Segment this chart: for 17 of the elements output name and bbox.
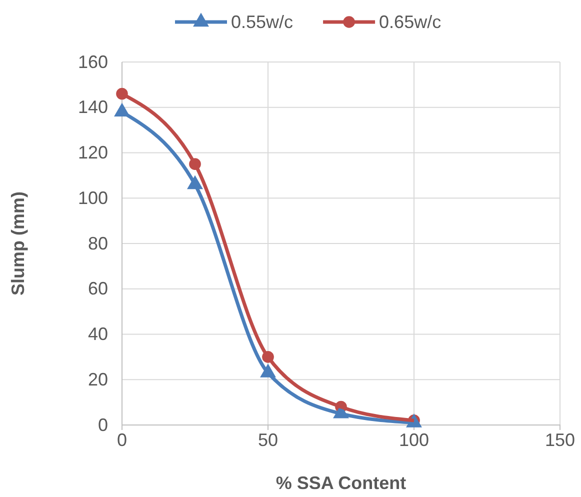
y-tick-label: 80 (88, 233, 108, 254)
x-tick-label: 100 (398, 430, 430, 450)
y-tick-label: 40 (88, 324, 108, 344)
y-tick-label: 60 (88, 278, 108, 299)
y-tick-label: 0 (98, 414, 108, 435)
legend-label: 0.65w/c (379, 12, 442, 32)
x-tick-label: 0 (116, 430, 128, 450)
legend-label: 0.55w/c (231, 12, 294, 32)
y-tick-label: 100 (78, 188, 108, 208)
x-tick-label: 150 (544, 430, 576, 450)
x-tick-label: 50 (258, 430, 278, 450)
y-tick-label: 140 (78, 97, 108, 118)
x-axis-title: % SSA Content (276, 473, 406, 493)
y-tick-label: 160 (78, 52, 108, 72)
y-tick-label: 20 (88, 369, 108, 390)
y-tick-label: 120 (78, 142, 108, 163)
y-axis-title: Slump (mm) (8, 191, 28, 296)
